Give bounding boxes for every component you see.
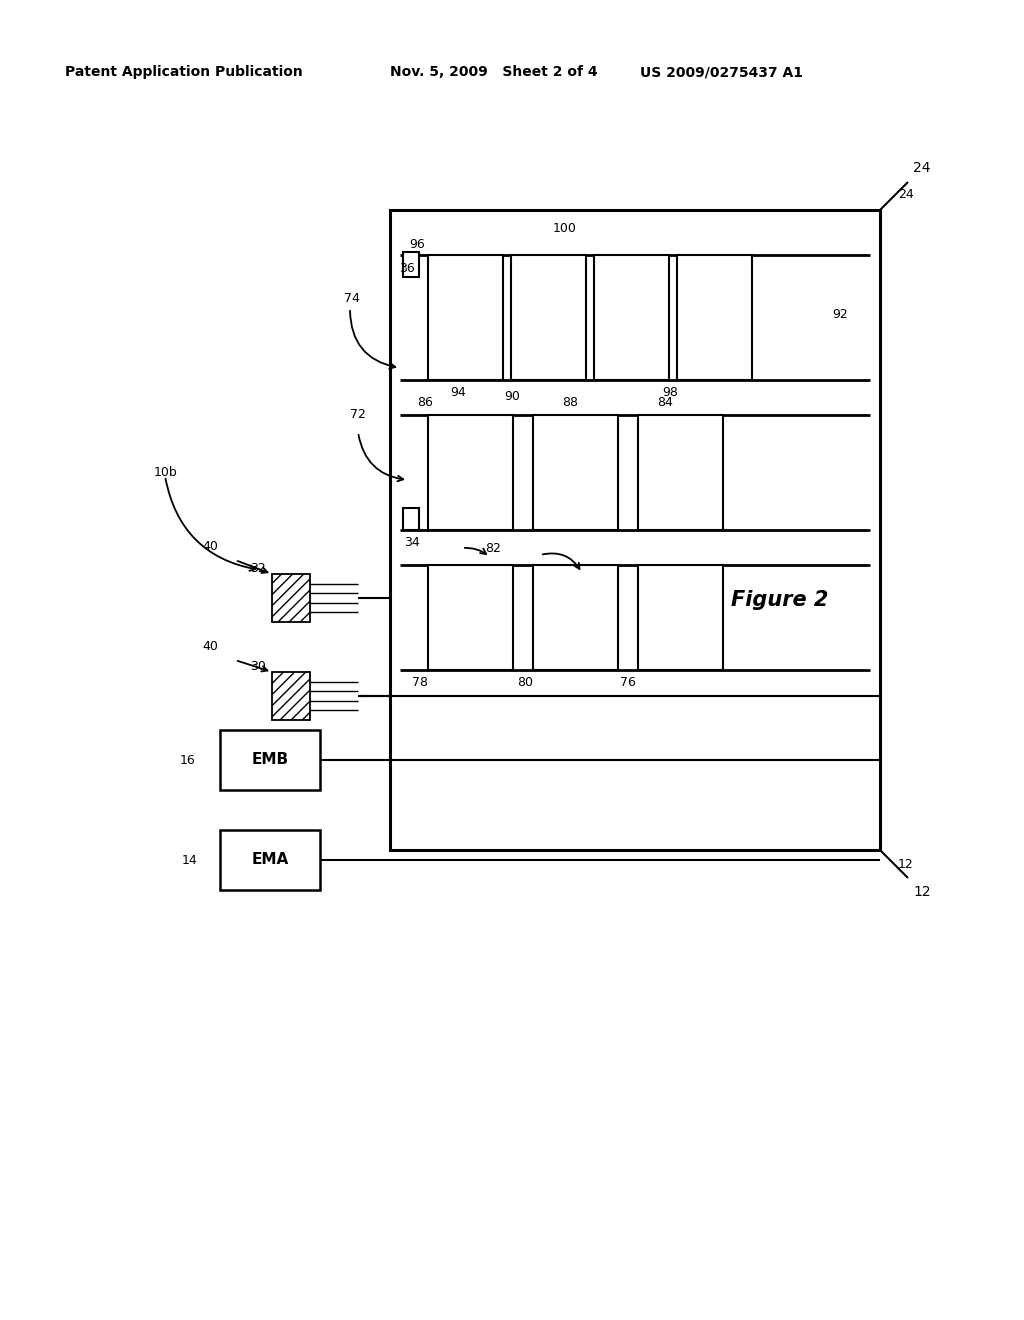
Text: 96: 96 — [410, 239, 425, 252]
Bar — [403, 508, 419, 531]
Text: 92: 92 — [833, 309, 848, 322]
Text: 16: 16 — [180, 754, 196, 767]
Bar — [428, 565, 513, 671]
Bar — [220, 830, 319, 890]
Text: 14: 14 — [182, 854, 198, 866]
Text: EMB: EMB — [252, 752, 289, 767]
Bar — [403, 252, 419, 277]
Text: 24: 24 — [898, 189, 913, 202]
Text: Patent Application Publication: Patent Application Publication — [65, 65, 303, 79]
Text: 84: 84 — [657, 396, 673, 409]
Text: 36: 36 — [399, 261, 415, 275]
Bar — [534, 565, 618, 671]
Bar — [677, 255, 752, 380]
Text: 80: 80 — [517, 676, 534, 689]
Text: 78: 78 — [412, 676, 428, 689]
Text: Nov. 5, 2009   Sheet 2 of 4: Nov. 5, 2009 Sheet 2 of 4 — [390, 65, 598, 79]
Text: 40: 40 — [202, 639, 218, 652]
Text: 74: 74 — [344, 292, 360, 305]
Text: 24: 24 — [913, 161, 931, 176]
Bar — [272, 574, 310, 622]
Text: 40: 40 — [202, 540, 218, 553]
Bar — [534, 414, 618, 531]
Text: 88: 88 — [562, 396, 578, 409]
Bar — [390, 210, 880, 850]
Text: 32: 32 — [250, 561, 266, 574]
Text: 34: 34 — [404, 536, 420, 549]
Bar — [220, 730, 319, 789]
Text: 82: 82 — [485, 543, 501, 556]
Bar — [594, 255, 669, 380]
Bar — [428, 414, 513, 531]
Bar — [272, 672, 310, 719]
Text: 76: 76 — [621, 676, 636, 689]
Bar — [511, 255, 586, 380]
Bar — [638, 414, 723, 531]
Text: 12: 12 — [898, 858, 913, 871]
Text: EMA: EMA — [251, 853, 289, 867]
Text: 12: 12 — [913, 884, 931, 899]
Text: Figure 2: Figure 2 — [731, 590, 828, 610]
Bar — [638, 565, 723, 671]
Text: 10b: 10b — [155, 466, 178, 479]
Text: 30: 30 — [250, 660, 266, 672]
Text: 90: 90 — [504, 391, 520, 404]
Bar — [428, 255, 503, 380]
Text: 98: 98 — [663, 385, 678, 399]
Text: 72: 72 — [350, 408, 366, 421]
Text: US 2009/0275437 A1: US 2009/0275437 A1 — [640, 65, 803, 79]
Text: 86: 86 — [417, 396, 433, 409]
Text: 100: 100 — [553, 222, 577, 235]
Text: 94: 94 — [451, 385, 466, 399]
